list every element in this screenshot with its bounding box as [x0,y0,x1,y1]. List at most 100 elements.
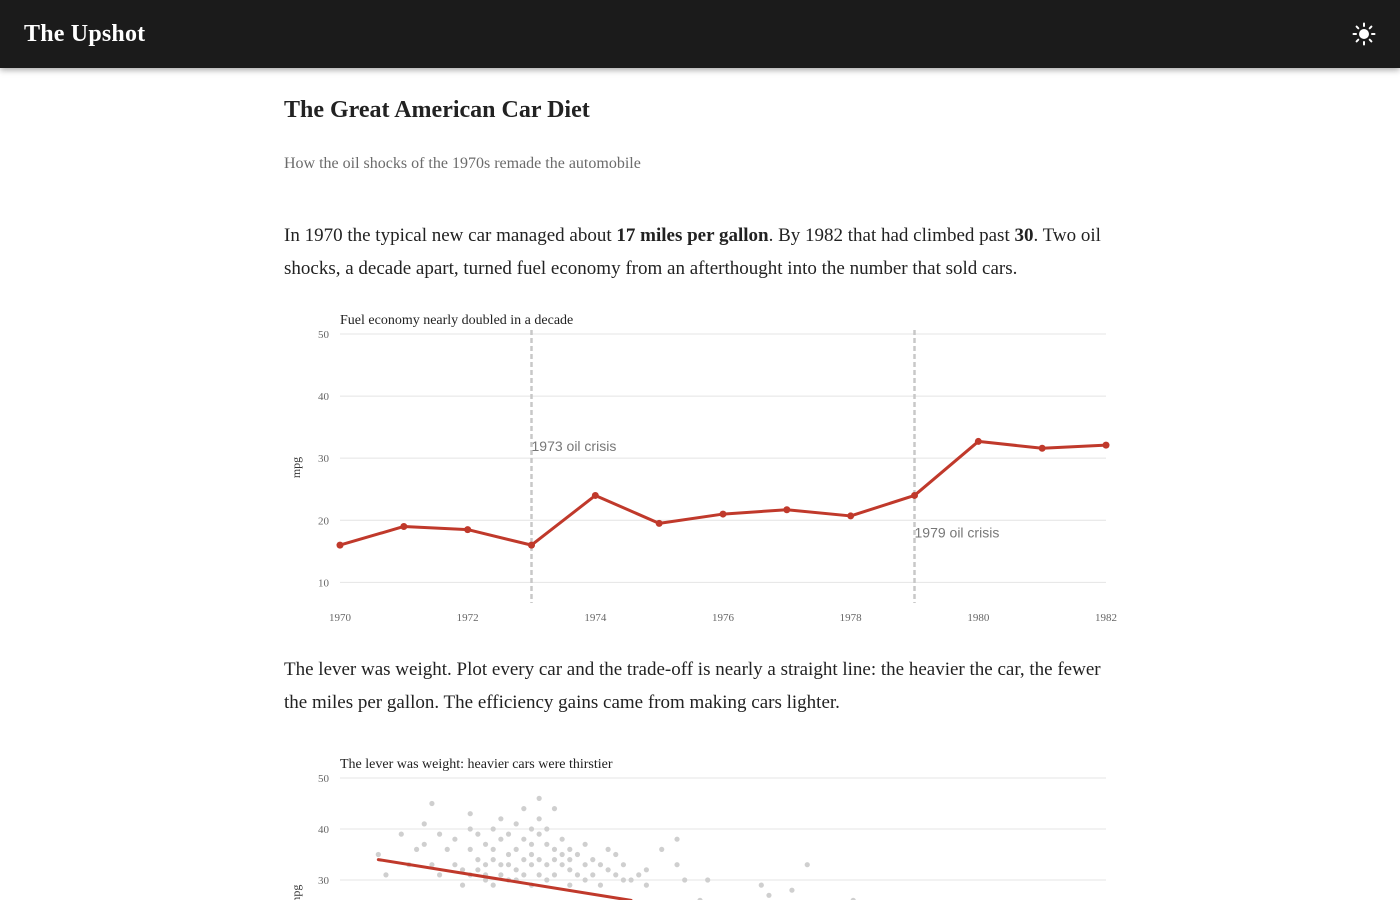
scatter-point-33 [498,862,504,868]
scatter-point-50 [528,862,535,868]
scatter-point-2 [398,831,404,837]
scatter-point-82 [605,867,611,873]
x-tick-label-1982: 1982 [1095,612,1117,624]
scatter-point-36 [505,851,512,858]
scatter-point-5 [421,841,427,847]
scatter-point-87 [628,877,634,883]
fuel-economy-chart-svg: Fuel economy nearly doubled in a decade 1… [289,313,1117,624]
scatter-point-69 [567,857,573,863]
scatter-point-86 [620,877,627,883]
article-paragraph-2: The lever was weight. Plot every car and… [284,659,1101,713]
y-tick-label-10: 10 [318,577,330,589]
scatter-point-43 [521,806,527,812]
scatter-point-47 [528,826,535,832]
x-tick-label-1974: 1974 [584,612,607,624]
scatter-point-30 [490,882,496,888]
scatter-point-24 [482,862,489,868]
data-point-1980 [974,437,982,445]
y-axis-label: mpg [289,885,303,900]
scatter-point-20 [475,831,481,837]
scatter-point-8 [429,862,435,868]
scatter-point-64 [551,872,558,878]
scatter-point-49 [528,851,535,858]
scatter-point-71 [567,882,573,888]
data-point-1972 [464,526,472,534]
scatter-point-60 [544,877,550,883]
data-point-1970 [336,541,344,549]
scatter-point-26 [482,877,489,883]
scatter-point-83 [613,851,619,858]
scatter-point-21 [475,857,481,863]
chart-title: The lever was weight: heavier cars were … [340,757,613,772]
data-point-1971 [400,522,408,530]
scatter-point-101 [850,897,856,900]
scatter-point-99 [789,887,795,893]
scatter-point-73 [574,872,581,878]
x-tick-label-1976: 1976 [712,612,735,624]
scatter-point-41 [513,867,519,873]
scatter-point-67 [559,862,565,868]
scatter-point-66 [559,851,565,858]
scatter-point-18 [467,811,473,817]
para1-text-2: . By 1982 that had climbed past [768,225,1015,246]
site-brand[interactable]: The Upshot [24,20,146,47]
scatter-point-1 [383,872,389,878]
scatter-point-16 [467,826,473,832]
scatter-point-13 [452,862,458,868]
scatter-point-35 [505,831,512,837]
scatter-point-76 [582,877,588,883]
scatter-point-23 [482,841,489,847]
scatter-point-53 [536,816,542,822]
x-tick-label-1980: 1980 [967,612,990,624]
chart-title: Fuel economy nearly doubled in a decade [340,313,573,328]
x-tick-label-1978: 1978 [840,612,863,624]
scatter-point-85 [620,862,627,868]
scatter-point-10 [436,872,443,878]
scatter-point-57 [544,826,550,832]
scatter-point-59 [544,862,550,868]
scatter-point-98 [766,892,772,898]
scatter-point-22 [475,867,481,873]
scatter-point-46 [521,872,527,878]
scatter-point-93 [674,862,680,868]
y-axis-label: mpg [289,457,303,478]
scatter-point-37 [505,862,512,868]
scatter-point-0 [375,851,381,858]
scatter-point-91 [659,846,665,852]
scatter-point-62 [551,846,558,852]
scatter-point-4 [414,846,420,852]
scatter-point-32 [498,836,504,842]
scatter-point-80 [597,882,604,888]
scatter-point-44 [521,836,527,842]
scatter-point-61 [551,806,558,812]
scatter-point-58 [544,841,550,847]
data-point-1982 [1102,441,1110,449]
scatter-point-78 [590,872,596,878]
data-point-1977 [783,506,791,514]
data-point-1973 [528,541,535,549]
scatter-point-6 [421,821,427,827]
scatter-point-7 [429,800,435,807]
scatter-point-34 [498,872,504,878]
scatter-point-40 [513,846,519,852]
y-tick-label-40: 40 [318,824,330,836]
scatter-point-90 [643,867,649,873]
y-tick-label-30: 30 [318,453,330,465]
scatter-point-65 [559,836,565,842]
trend-line [376,858,633,900]
scatter-point-95 [697,897,703,900]
y-tick-label-50: 50 [318,329,330,341]
para1-bold-2: 30 [1014,225,1034,246]
theme-toggle-button[interactable] [1352,22,1376,46]
oil-crisis-label-1979: 1979 oil crisis [915,525,1000,541]
scatter-point-55 [536,857,542,863]
y-tick-label-40: 40 [318,391,330,403]
article-paragraph-1: In 1970 the typical new car managed abou… [284,220,1110,285]
data-point-1976 [719,510,727,518]
scatter-point-48 [528,841,535,847]
scatter-point-84 [613,872,619,878]
scatter-point-72 [574,851,581,858]
scatter-point-54 [536,831,542,837]
scatter-point-17 [467,846,473,852]
scatter-point-15 [459,882,466,888]
